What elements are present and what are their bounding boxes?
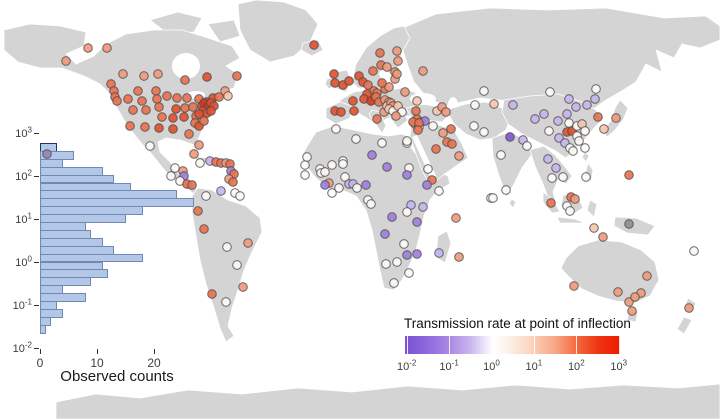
landmass-arctic-island [207,19,241,43]
landmass-scandinavia [351,25,411,89]
landmass-madagascar [435,230,452,264]
landmass-ireland [324,76,337,90]
landmass-new-guinea [613,216,656,236]
landmass-turkey [405,103,451,123]
continents [3,0,720,419]
landmass-south-america [191,187,263,343]
landmass-philippines [584,162,594,183]
landmass-borneo [560,194,584,216]
landmass-iberia [325,101,353,125]
landmass-great-britain [334,69,352,93]
great-lakes [187,91,205,99]
landmass-north-america [3,23,241,195]
landmass-java [556,216,586,224]
landmass-india [491,131,533,198]
landmass-antarctica [55,383,720,419]
landmass-sulawesi [586,199,598,218]
landmass-sri-lanka [508,198,517,209]
landmass-new-zealand-north [683,297,697,315]
landmass-tasmania [626,310,639,323]
black-sea [410,93,436,105]
landmass-iceland [300,39,324,57]
landmass-cuba [195,156,220,164]
landmass-australia [560,239,660,304]
landmass-hispaniola [220,160,232,168]
landmass-new-zealand-south [676,316,693,335]
landmass-taiwan [581,151,590,163]
hudson-bay [172,53,200,79]
landmass-japan [602,99,629,138]
